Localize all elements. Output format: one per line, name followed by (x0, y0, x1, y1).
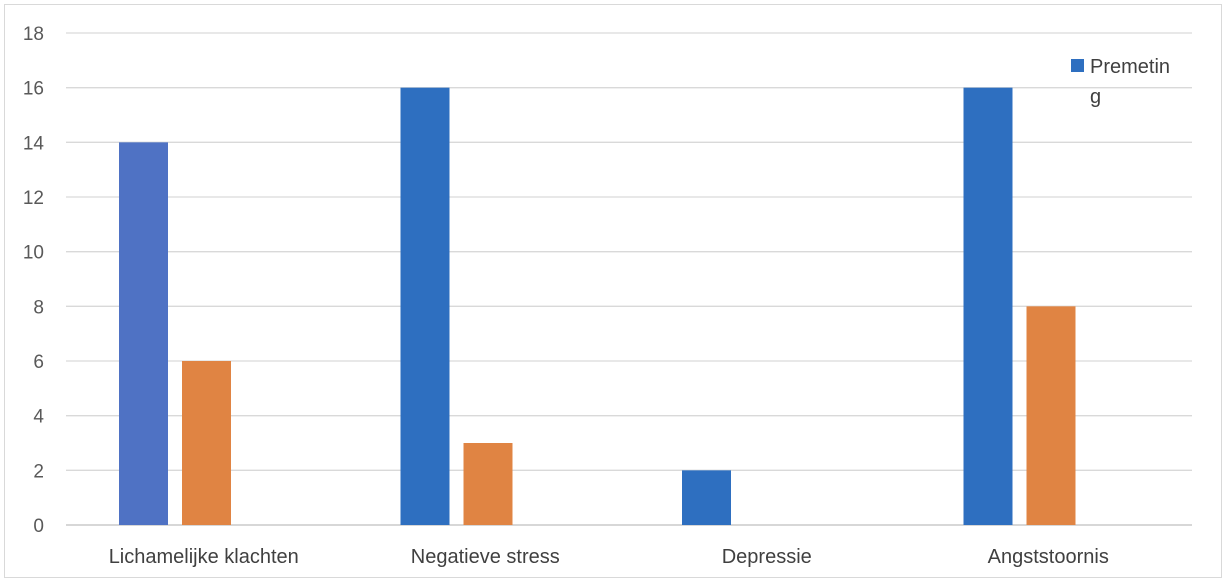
bar-series-1-3 (1026, 306, 1076, 525)
y-tick-label: 18 (23, 24, 44, 45)
bar-series-0-0 (119, 142, 168, 526)
bar-series-0-2 (682, 470, 731, 525)
category-label: Depressie (722, 546, 812, 568)
y-tick-label: 16 (23, 79, 44, 100)
bar-series-0-1 (400, 87, 450, 526)
y-tick-label: 0 (33, 516, 44, 537)
legend-label-line-2: g (1090, 86, 1101, 108)
y-tick-label: 8 (33, 297, 44, 318)
y-axis-tick-labels: 0 2 4 6 8 10 12 14 16 18 (23, 24, 45, 537)
legend: Premetin g (1071, 56, 1170, 108)
gridlines (66, 32, 1192, 526)
category-label: Angststoornis (988, 546, 1109, 568)
x-axis-category-labels: Lichamelijke klachten Negatieve stress Dep… (109, 546, 1109, 568)
y-tick-label: 14 (23, 133, 45, 154)
bar-series-0-3 (963, 87, 1013, 526)
legend-label-line-1: Premetin (1090, 56, 1170, 78)
bar-series-1-0 (182, 361, 231, 525)
y-tick-label: 4 (33, 407, 44, 428)
bars (119, 87, 1076, 526)
y-tick-label: 10 (23, 243, 44, 264)
category-label: Negatieve stress (411, 546, 560, 568)
y-tick-label: 12 (23, 188, 44, 209)
category-label: Lichamelijke klachten (109, 546, 299, 568)
bar-series-1-1 (463, 443, 513, 525)
y-tick-label: 6 (33, 352, 44, 373)
y-tick-label: 2 (33, 461, 44, 482)
legend-swatch-premeting (1071, 59, 1084, 72)
